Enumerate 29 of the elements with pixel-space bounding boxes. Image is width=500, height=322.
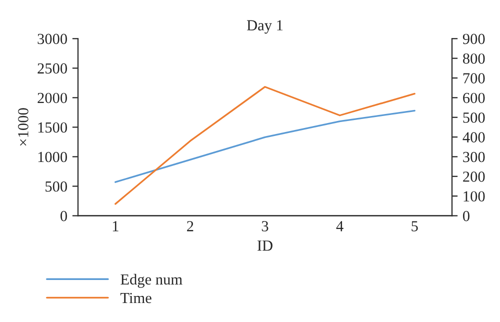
y2-tick-label: 700 bbox=[463, 73, 485, 84]
line-series bbox=[114, 110, 416, 183]
y2-tick-label: 900 bbox=[462, 34, 485, 44]
y2-tick-label: 300 bbox=[463, 152, 485, 162]
y-tick-label: 2500 bbox=[38, 63, 67, 74]
y-tick-label: 2000 bbox=[38, 92, 67, 104]
x-tick-label: 1 bbox=[112, 221, 118, 232]
y-tick-label: 0 bbox=[60, 210, 67, 222]
y-tick-label: 3000 bbox=[38, 34, 67, 44]
x-tick-label: 4 bbox=[336, 221, 344, 232]
y2-tick-label: 800 bbox=[463, 53, 485, 64]
chart-title: Day 1 bbox=[246, 20, 283, 34]
y2-tick-label: 0 bbox=[463, 210, 470, 222]
y2-tick-label: 500 bbox=[463, 112, 485, 123]
y2-tick-label: 200 bbox=[463, 172, 485, 182]
y2-tick-label: 600 bbox=[463, 92, 485, 104]
y-tick-label: 500 bbox=[46, 181, 67, 192]
legend-label: Time bbox=[120, 292, 152, 304]
y-tick-label: 1500 bbox=[38, 122, 67, 133]
x-tick-label: 2 bbox=[187, 221, 194, 232]
y2-tick-label: 400 bbox=[462, 132, 485, 142]
x-axis-title: ID bbox=[257, 240, 272, 251]
y-axis-title: ×1000 bbox=[18, 108, 28, 146]
x-tick-label: 3 bbox=[262, 221, 268, 232]
line-series bbox=[114, 86, 416, 205]
y2-tick-label: 100 bbox=[464, 191, 485, 202]
legend-label: Edge num bbox=[120, 274, 182, 288]
y-tick-label: 1000 bbox=[38, 152, 67, 162]
x-tick-label: 5 bbox=[412, 221, 418, 232]
